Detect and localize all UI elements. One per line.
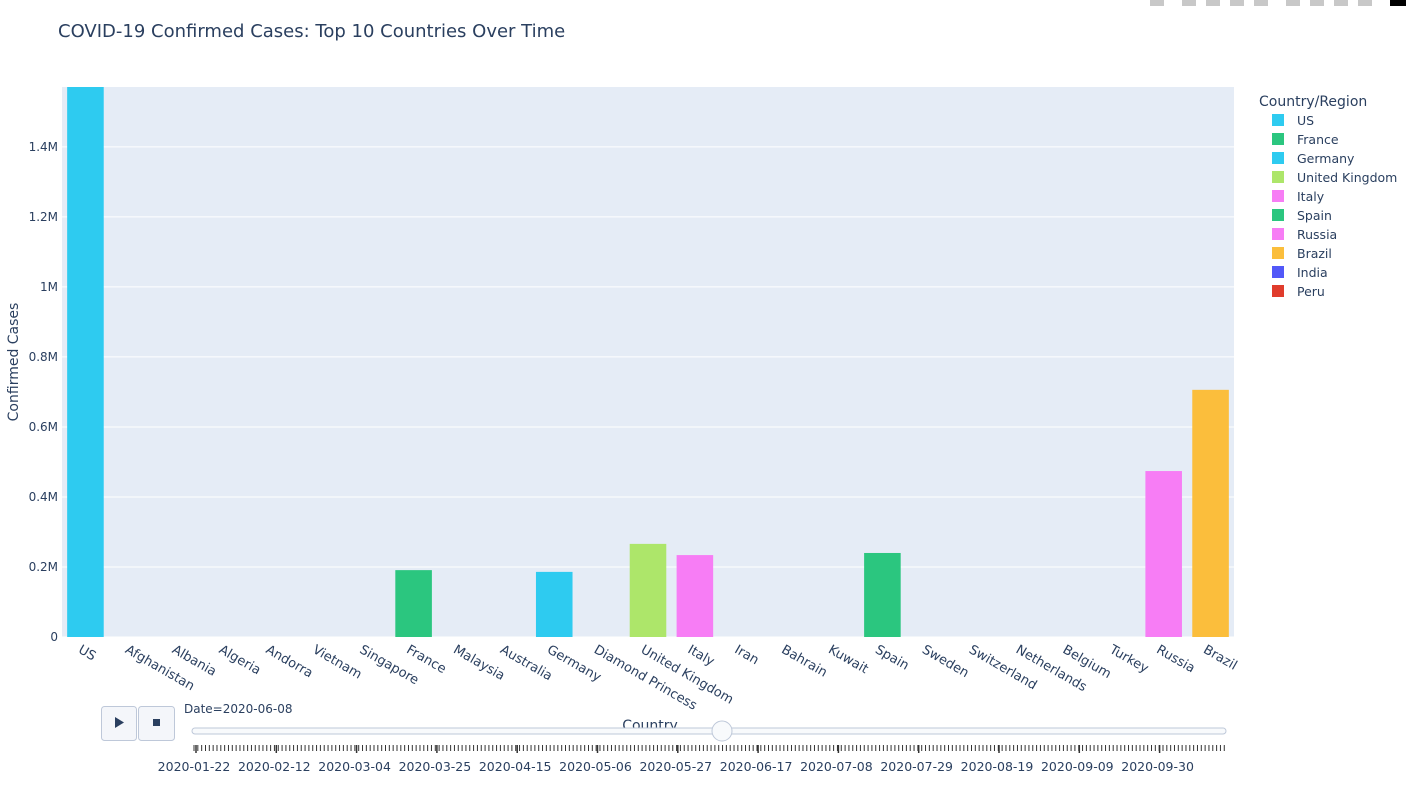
- x-tick-label: Italy: [685, 642, 717, 669]
- bar: [676, 555, 714, 637]
- slider-tick-label: 2020-07-29: [880, 759, 953, 774]
- y-tick-label: 1.2M: [29, 210, 58, 224]
- x-tick-label: Spain: [872, 642, 911, 673]
- x-tick-label: Iran: [732, 642, 761, 668]
- chart-title: COVID-19 Confirmed Cases: Top 10 Countri…: [58, 21, 565, 42]
- bar: [67, 87, 104, 637]
- legend-swatch: [1272, 152, 1284, 164]
- x-tick-label: Brazil: [1201, 642, 1240, 673]
- bar: [1192, 389, 1229, 637]
- bar: [535, 571, 573, 637]
- legend-label: Peru: [1297, 284, 1325, 299]
- slider-tick-label: 2020-05-06: [559, 759, 632, 774]
- toolbar-button[interactable]: [1286, 0, 1300, 6]
- y-tick-label: 1.4M: [29, 140, 58, 154]
- legend-swatch: [1272, 171, 1284, 183]
- slider-current-label: Date=2020-06-08: [184, 702, 292, 716]
- bar: [864, 552, 901, 637]
- legend-swatch: [1272, 285, 1284, 297]
- x-tick-label: Malaysia: [450, 642, 507, 683]
- legend-title: Country/Region: [1259, 94, 1367, 110]
- toolbar-button[interactable]: [1150, 0, 1164, 6]
- slider-tick-label: 2020-02-12: [238, 759, 311, 774]
- y-tick-label: 0: [50, 630, 58, 644]
- x-tick-label: Russia: [1154, 642, 1198, 676]
- x-tick-label: Sweden: [919, 642, 971, 681]
- y-axis-title: Confirmed Cases: [6, 303, 22, 422]
- y-tick-label: 0.8M: [29, 350, 58, 364]
- stop-button[interactable]: [138, 706, 175, 741]
- slider-handle[interactable]: [711, 720, 733, 742]
- legend-label: Italy: [1297, 189, 1325, 204]
- slider-tick-label: 2020-06-17: [720, 759, 793, 774]
- play-button[interactable]: [101, 706, 137, 741]
- slider-tick-label: 2020-09-09: [1041, 759, 1114, 774]
- x-tick-label: Algeria: [216, 642, 263, 678]
- legend-label: France: [1297, 132, 1339, 147]
- y-tick-label: 0.6M: [29, 420, 58, 434]
- toolbar-button[interactable]: [1206, 0, 1220, 6]
- bar: [395, 570, 432, 637]
- toolbar-button[interactable]: [1358, 0, 1372, 6]
- x-tick-label: Turkey: [1106, 642, 1151, 677]
- slider-tick-label: 2020-05-27: [639, 759, 712, 774]
- legend-swatch: [1272, 228, 1284, 240]
- toolbar-button[interactable]: [1334, 0, 1348, 6]
- legend-swatch: [1272, 190, 1284, 202]
- slider-tick-label: 2020-04-15: [479, 759, 552, 774]
- legend-label: United Kingdom: [1297, 170, 1397, 185]
- slider-tick-label: 2020-08-19: [961, 759, 1034, 774]
- toolbar[interactable]: [1150, 0, 1406, 6]
- legend-swatch: [1272, 266, 1284, 278]
- toolbar-button[interactable]: [1310, 0, 1324, 6]
- slider-tick-label: 2020-03-25: [399, 759, 472, 774]
- slider-tick-label: 2020-01-22: [158, 759, 231, 774]
- y-tick-label: 0.4M: [29, 490, 58, 504]
- legend-label: Germany: [1297, 151, 1355, 166]
- toolbar-button[interactable]: [1254, 0, 1268, 6]
- legend-label: Brazil: [1297, 246, 1332, 261]
- legend-label: India: [1297, 265, 1328, 280]
- x-tick-label: Bahrain: [779, 642, 830, 680]
- legend-label: Russia: [1297, 227, 1337, 242]
- x-tick-label: US: [75, 642, 98, 664]
- slider-tick-label: 2020-07-08: [800, 759, 873, 774]
- legend-label: Spain: [1297, 208, 1332, 223]
- y-tick-label: 0.2M: [29, 560, 58, 574]
- slider-tick-label: 2020-03-04: [318, 759, 391, 774]
- bar: [629, 543, 667, 637]
- x-tick-label: Vietnam: [310, 642, 364, 682]
- bar: [1145, 471, 1182, 637]
- legend-swatch: [1272, 133, 1284, 145]
- slider-track[interactable]: [191, 727, 1227, 735]
- slider-tick-label: 2020-09-30: [1121, 759, 1194, 774]
- y-tick-label: 1M: [40, 280, 58, 294]
- toolbar-button[interactable]: [1390, 0, 1406, 6]
- x-tick-label: Andorra: [263, 642, 315, 681]
- toolbar-button[interactable]: [1182, 0, 1196, 6]
- legend-swatch: [1272, 114, 1284, 126]
- x-tick-label: Australia: [497, 642, 554, 684]
- legend-swatch: [1272, 247, 1284, 259]
- toolbar-button[interactable]: [1230, 0, 1244, 6]
- legend-swatch: [1272, 209, 1284, 221]
- legend-label: US: [1297, 113, 1314, 128]
- x-tick-label: Kuwait: [826, 642, 871, 677]
